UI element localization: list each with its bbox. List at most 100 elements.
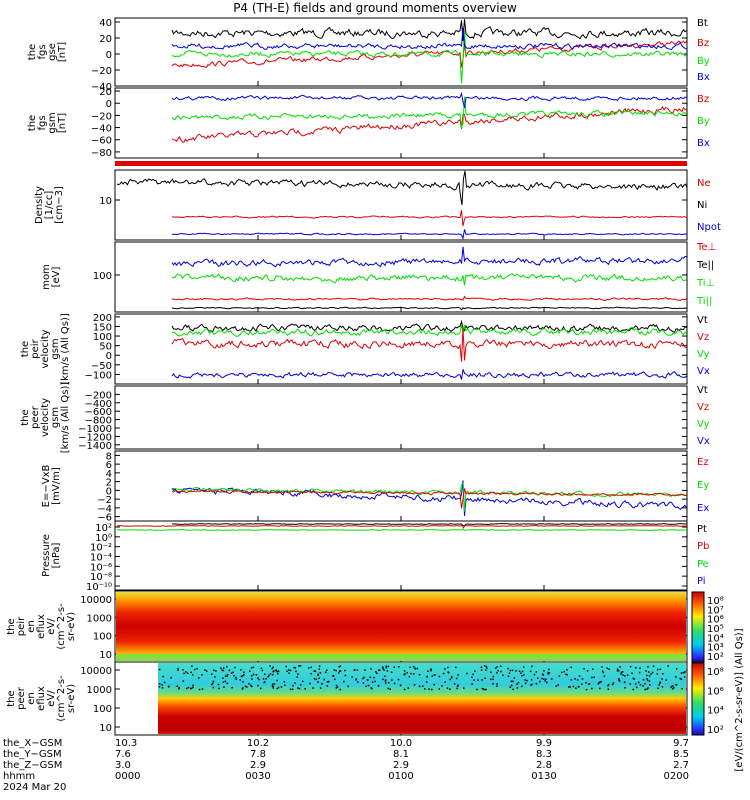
ephemeris-value: 0130 (531, 771, 556, 782)
y-axis-label: mom [eV] (41, 264, 62, 290)
legend-Ti||: Ti|| (696, 296, 712, 307)
noise-dot (675, 676, 677, 678)
legend-Vz: Vz (697, 402, 709, 413)
noise-dot (277, 672, 279, 675)
colorbar-tick: 10² (707, 652, 724, 663)
noise-dot (308, 667, 310, 669)
heatmap-band (116, 654, 686, 661)
noise-dot (510, 684, 513, 687)
colorbar-lower: 10⁸ 10⁶ 10⁴ 10² (691, 662, 724, 736)
noise-dot (191, 674, 194, 676)
noise-dot (533, 673, 536, 676)
noise-dot (409, 666, 411, 669)
noise-dot (592, 668, 594, 670)
noise-dot (569, 686, 571, 688)
legend-Vt: Vt (697, 385, 708, 396)
noise-dot (414, 668, 416, 670)
y-axis-label-line: Pressure (41, 534, 52, 577)
noise-dot (387, 687, 390, 690)
noise-dot (591, 687, 593, 690)
noise-dot (480, 669, 483, 671)
y-tick-label: −200 (85, 390, 112, 401)
series-Bx (171, 91, 687, 108)
noise-dot (611, 683, 614, 686)
noise-dot (168, 685, 170, 688)
noise-dot (518, 670, 521, 673)
noise-dot (223, 686, 225, 688)
noise-dot (248, 683, 250, 685)
noise-dot (480, 666, 483, 669)
noise-dot (288, 672, 290, 674)
noise-dot (574, 678, 576, 680)
noise-dot (586, 670, 589, 672)
series-Vy (171, 323, 687, 337)
noise-dot (210, 683, 213, 686)
noise-dot (327, 680, 330, 683)
noise-dot (456, 685, 459, 687)
noise-dot (387, 665, 390, 668)
series-Ez (171, 488, 687, 509)
legend-By: By (697, 116, 710, 127)
noise-dot (362, 677, 364, 680)
noise-dot (244, 685, 247, 688)
noise-dot (242, 680, 244, 683)
y-tick-label: 100 (93, 332, 112, 343)
noise-dot (634, 683, 637, 685)
noise-dot (671, 685, 674, 687)
y-tick-label: 100 (93, 271, 112, 282)
noise-dot (215, 670, 217, 672)
noise-dot (661, 686, 664, 688)
noise-dot (593, 676, 595, 679)
y-axis-label-line: velocity (40, 398, 51, 437)
noise-dot (576, 679, 579, 681)
noise-dot (185, 671, 187, 673)
noise-dot (397, 678, 400, 681)
noise-dot (431, 675, 434, 677)
legend-Vy: Vy (697, 419, 710, 430)
legend-Ne: Ne (697, 178, 711, 189)
noise-dot (642, 685, 644, 687)
noise-dot (444, 668, 446, 670)
noise-dot (563, 670, 566, 673)
noise-dot (430, 669, 432, 672)
panel-fgs: the fgs gse [nT] 40 20 0 −20 −40 Bt Bz By Bx (27, 17, 710, 93)
noise-dot (509, 686, 512, 689)
noise-dot (211, 682, 214, 685)
noise-dot (268, 674, 270, 677)
y-axis-label-line: velocity (40, 329, 51, 368)
colorbar-tick: 10⁶ (707, 615, 724, 626)
y-axis-label-line: [1/cc] (44, 191, 55, 220)
panel-frame (114, 661, 688, 736)
y-axis-label-line: E=−VxB (41, 465, 52, 508)
noise-dot (633, 678, 636, 680)
panel-temp: mom [eV] 100 Te⊥ Te|| Ti⊥ Ti|| (41, 241, 716, 313)
noise-dot (447, 671, 450, 674)
noise-dot (393, 682, 396, 685)
colorbar-tick: 10⁷ (707, 605, 724, 616)
y-tick-label: 10000 (80, 666, 112, 677)
noise-dot (182, 680, 185, 682)
y-tick-label: 200 (93, 313, 112, 324)
noise-dot (251, 678, 253, 680)
series-Te-perp (171, 246, 687, 268)
noise-dot (665, 679, 668, 681)
y-tick-label: 0 (106, 50, 112, 61)
legend-Vz: Vz (697, 332, 709, 343)
ephemeris-value: 2.7 (673, 760, 689, 771)
noise-dot (646, 678, 648, 680)
noise-dot (550, 678, 553, 680)
noise-dot (675, 668, 678, 670)
y-tick-label: 10⁻⁸ (90, 572, 112, 583)
noise-dot (454, 666, 457, 669)
noise-dot (638, 671, 641, 674)
noise-dot (273, 683, 276, 685)
noise-dot (680, 678, 683, 681)
panel-frame (114, 87, 688, 159)
y-tick-label: −100 (85, 370, 112, 381)
noise-dot (271, 685, 274, 687)
noise-dot (335, 669, 337, 672)
noise-dot (191, 665, 193, 667)
noise-dot (606, 667, 608, 670)
noise-dot (276, 687, 279, 690)
